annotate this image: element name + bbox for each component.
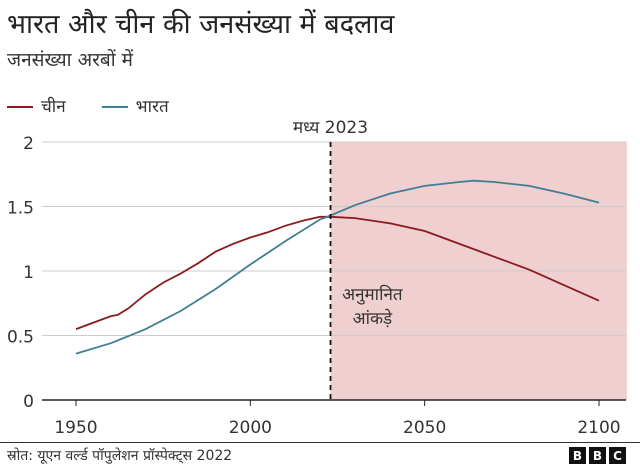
projection-label: आंकड़े: [353, 308, 393, 329]
legend-swatch-china: [7, 106, 33, 108]
legend-item-china: चीन: [7, 94, 66, 117]
legend-swatch-india: [101, 106, 128, 108]
series-line-india: [75, 179, 600, 355]
series-line-china: [75, 215, 600, 330]
legend-label-india: भारत: [135, 97, 169, 117]
y-tick-label: 2: [23, 134, 34, 154]
marker-label: मध्य 2023: [293, 118, 368, 138]
y-tick-label: 0: [23, 392, 34, 412]
x-tick-label: 1950: [54, 418, 97, 438]
source-note: स्रोत: यूएन वर्ल्ड पॉपुलेशन प्रॉस्पेक्ट्…: [7, 448, 233, 464]
x-tick-label: 2000: [229, 418, 272, 438]
footer-divider: [0, 442, 640, 443]
legend-item-india: भारत: [101, 94, 169, 117]
legend-label-china: चीन: [41, 97, 66, 117]
x-tick-label: 2100: [577, 418, 620, 438]
x-tick-label: 2050: [403, 418, 446, 438]
plot-area: 0 0.5 1 1.5 2 1950 2000 2050 2100 मध्य 2023 अनुमान…: [7, 118, 627, 438]
y-tick-label: 0.5: [7, 328, 34, 348]
chart-title: भारत और चीन की जनसंख्या में बदलाव: [7, 9, 395, 40]
legend: चीन भारत: [7, 94, 169, 117]
chart-subtitle: जनसंख्या अरबों में: [7, 49, 134, 71]
y-tick-label: 1.5: [7, 199, 34, 219]
y-tick-label: 1: [23, 263, 34, 283]
projection-label: अनुमानित: [342, 284, 403, 305]
